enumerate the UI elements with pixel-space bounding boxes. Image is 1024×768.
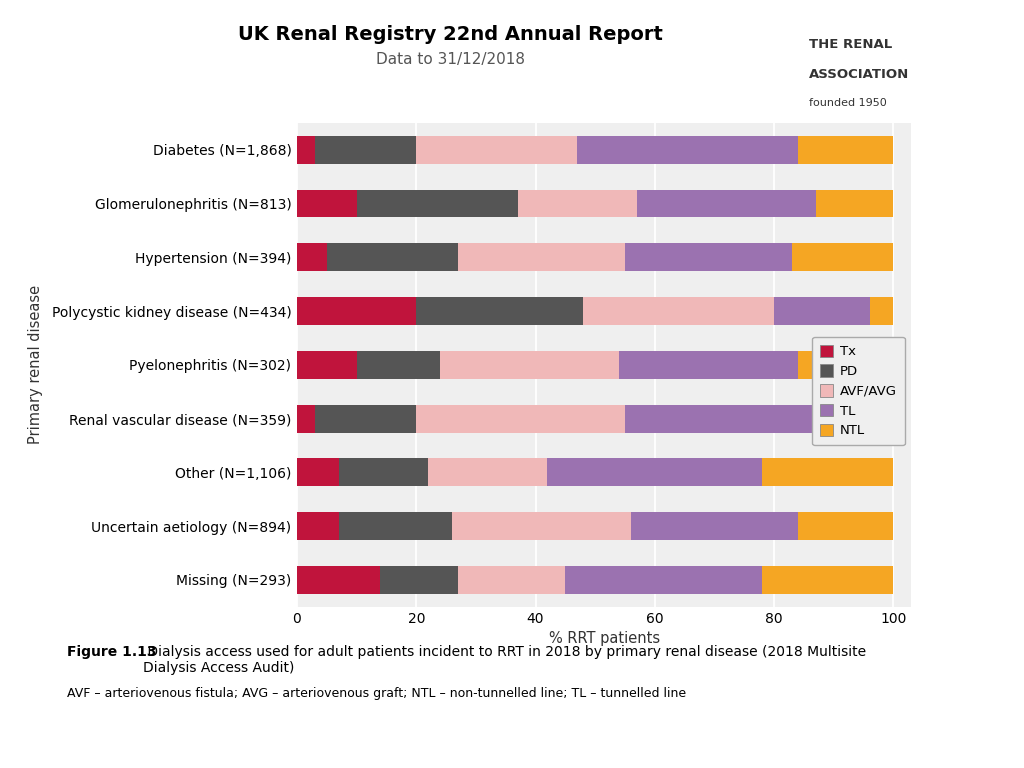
Bar xyxy=(762,458,894,486)
Text: THE RENAL: THE RENAL xyxy=(809,38,892,51)
Bar xyxy=(625,243,792,271)
Bar xyxy=(297,243,327,271)
Bar xyxy=(458,566,565,594)
Bar xyxy=(297,351,356,379)
Bar xyxy=(631,512,798,540)
Bar xyxy=(578,136,798,164)
Bar xyxy=(339,512,452,540)
Bar xyxy=(297,297,417,325)
Text: AVF – arteriovenous fistula; AVG – arteriovenous graft; NTL – non-tunnelled line: AVF – arteriovenous fistula; AVG – arter… xyxy=(67,687,686,700)
Bar xyxy=(792,243,894,271)
Bar xyxy=(428,458,548,486)
Bar xyxy=(297,512,339,540)
Text: Figure 1.13: Figure 1.13 xyxy=(67,645,156,659)
Bar xyxy=(381,566,458,594)
Bar xyxy=(339,458,428,486)
Text: founded 1950: founded 1950 xyxy=(809,98,887,108)
Legend: Tx, PD, AVF/AVG, TL, NTL: Tx, PD, AVF/AVG, TL, NTL xyxy=(812,336,905,445)
Bar xyxy=(327,243,458,271)
Bar xyxy=(314,405,417,432)
Text: UK Renal Registry 22nd Annual Report: UK Renal Registry 22nd Annual Report xyxy=(239,25,663,44)
Bar xyxy=(297,566,381,594)
Bar xyxy=(816,190,894,217)
Text: Dialysis access used for adult patients incident to RRT in 2018 by primary renal: Dialysis access used for adult patients … xyxy=(143,645,866,675)
Bar xyxy=(356,190,518,217)
Bar xyxy=(798,351,894,379)
Bar xyxy=(565,566,762,594)
Text: ASSOCIATION: ASSOCIATION xyxy=(809,68,909,81)
Bar xyxy=(297,190,356,217)
Bar xyxy=(762,566,894,594)
Bar xyxy=(798,512,894,540)
Bar xyxy=(548,458,762,486)
Bar xyxy=(518,190,637,217)
Bar xyxy=(417,297,584,325)
Bar xyxy=(297,458,339,486)
Bar xyxy=(314,136,417,164)
Bar xyxy=(356,351,440,379)
Bar xyxy=(440,351,620,379)
Bar xyxy=(458,243,625,271)
Bar xyxy=(417,136,578,164)
Bar xyxy=(625,405,852,432)
Bar xyxy=(417,405,625,432)
Bar xyxy=(297,136,314,164)
Bar xyxy=(452,512,631,540)
Bar xyxy=(852,405,894,432)
Bar xyxy=(774,297,869,325)
Text: Data to 31/12/2018: Data to 31/12/2018 xyxy=(376,52,525,68)
Bar xyxy=(869,297,894,325)
Y-axis label: Primary renal disease: Primary renal disease xyxy=(29,285,43,445)
Bar xyxy=(620,351,798,379)
Bar xyxy=(297,405,314,432)
Bar xyxy=(637,190,816,217)
X-axis label: % RRT patients: % RRT patients xyxy=(549,631,659,646)
Bar xyxy=(798,136,894,164)
Bar xyxy=(584,297,774,325)
